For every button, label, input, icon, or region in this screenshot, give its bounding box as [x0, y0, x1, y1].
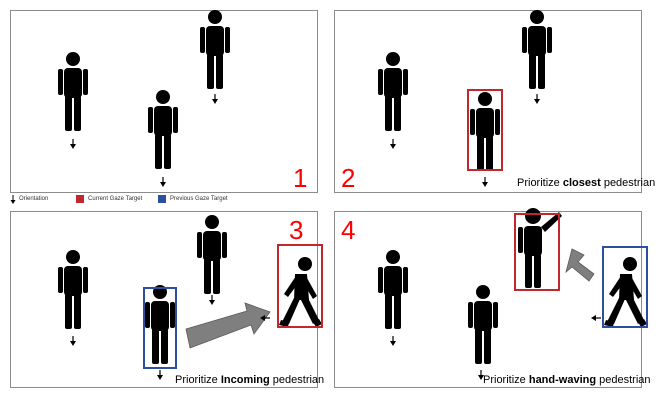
pedestrian-figure — [200, 10, 230, 105]
pedestrian-figure — [197, 215, 227, 306]
pedestrian-figure — [468, 285, 498, 381]
current-gaze-box — [277, 244, 323, 328]
panel-number: 3 — [289, 215, 304, 245]
hand-waving-pedestrian-figure — [518, 208, 562, 288]
legend-orientation-label: Orientation — [19, 196, 49, 202]
panel-caption: Prioritize closest pedestrian — [517, 177, 656, 189]
pedestrian-figure — [470, 92, 500, 188]
current-gaze-box — [467, 89, 503, 171]
orientation-arrow-icon — [10, 195, 16, 204]
pedestrian-figure — [148, 90, 178, 188]
gaze-shift-arrow — [185, 302, 271, 349]
pedestrian-figure — [522, 10, 552, 105]
panel-number: 1 — [293, 163, 308, 193]
legend-current-label: Current Gaze Target — [88, 196, 143, 202]
walking-pedestrian-figure — [279, 257, 322, 327]
previous-gaze-box — [143, 287, 177, 369]
walking-pedestrian-figure — [604, 257, 647, 327]
legend-previous-label: Previous Gaze Target — [170, 196, 228, 202]
pedestrian-figure — [145, 285, 175, 381]
pedestrian-figure — [58, 52, 88, 150]
panel-caption: Prioritize hand-waving pedestrian — [483, 374, 651, 386]
previous-gaze-box — [602, 246, 648, 328]
orientation-arrow-left-icon — [591, 315, 601, 321]
pedestrian-figure — [58, 250, 88, 347]
pedestrian-figure — [378, 52, 408, 150]
panel-number: 2 — [341, 163, 356, 193]
pedestrian-figure — [378, 250, 408, 347]
previous-gaze-swatch — [158, 195, 166, 203]
current-gaze-box — [514, 213, 560, 291]
orientation-arrow-left-icon — [260, 315, 270, 321]
panel-number: 4 — [341, 215, 356, 245]
current-gaze-swatch — [76, 195, 84, 203]
gaze-shift-arrow — [565, 248, 595, 282]
panel-caption: Prioritize Incoming pedestrian — [175, 374, 325, 386]
